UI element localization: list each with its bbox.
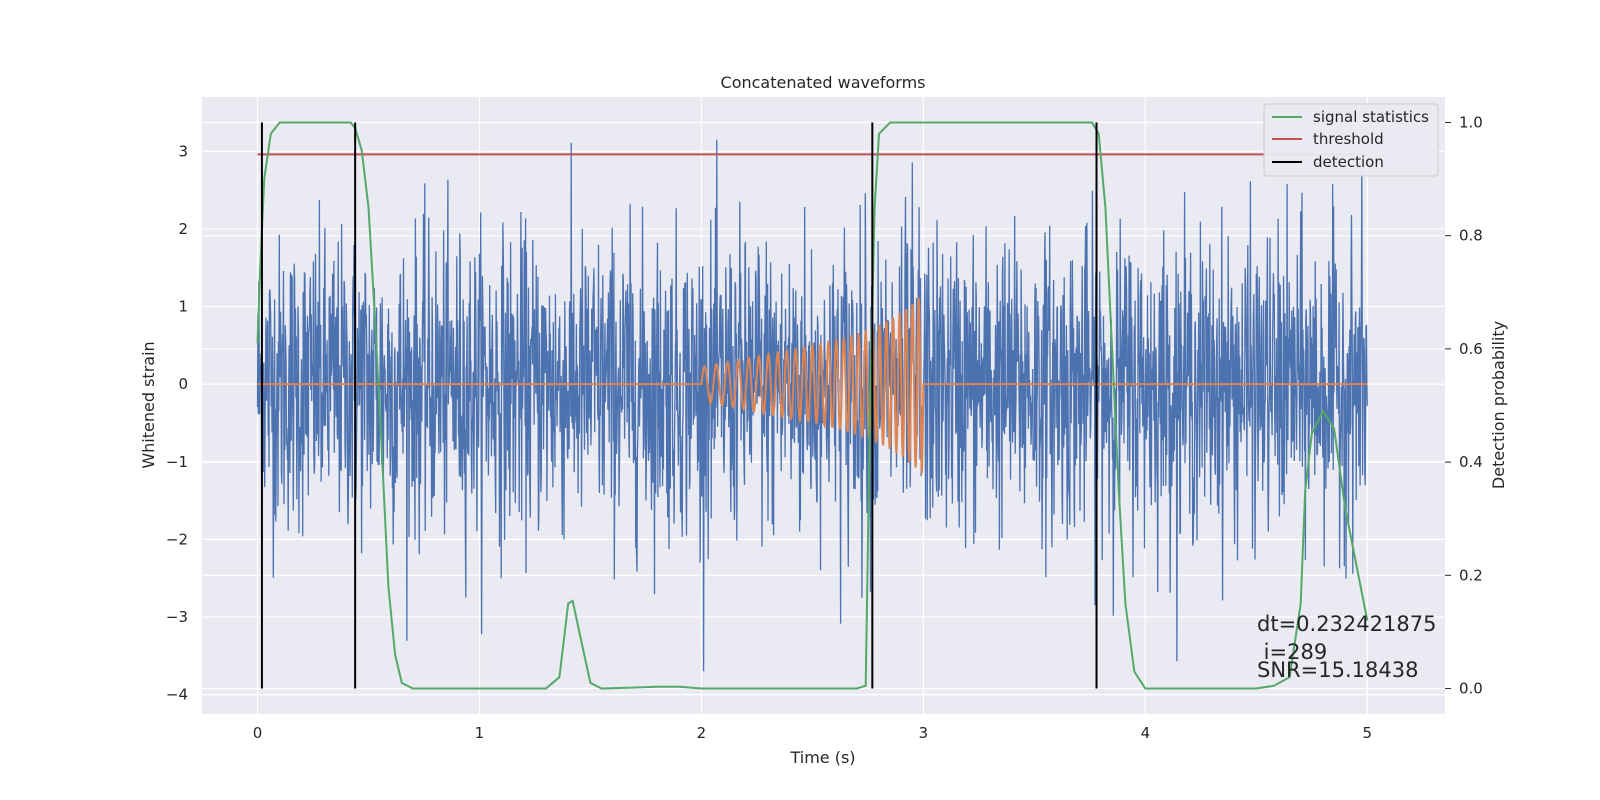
noise-trace [256, 139, 1368, 672]
y2-tick-label-5: 1.0 [1459, 113, 1483, 131]
x-tick-label-5: 5 [1363, 724, 1373, 742]
y2-tick-label-0: 0.0 [1459, 680, 1483, 698]
y2-tick-label-1: 0.2 [1459, 566, 1483, 584]
injected-waveform-line [257, 295, 1368, 474]
y-tick-label-4: 0 [178, 375, 188, 393]
chart-title: Concatenated waveforms [721, 73, 926, 92]
y-ticks: −4 −3 −2 −1 0 1 2 3 [166, 142, 188, 703]
y2-tick-label-4: 0.8 [1459, 227, 1483, 245]
y2-ticks: 0.0 0.2 0.4 0.6 0.8 1.0 [1445, 113, 1483, 698]
y2-axis-label: Detection probability [1489, 321, 1508, 489]
x-tick-label-3: 3 [919, 724, 929, 742]
series-layer [256, 121, 1369, 690]
annotation-snr: SNR=15.18438 [1257, 658, 1418, 682]
y2-tick-label-3: 0.6 [1459, 340, 1483, 358]
y-tick-label-6: 2 [178, 220, 188, 238]
legend-label-threshold: threshold [1313, 130, 1384, 148]
x-tick-label-0: 0 [253, 724, 263, 742]
y-tick-label-3: −1 [166, 453, 188, 471]
x-tick-label-4: 4 [1141, 724, 1151, 742]
y2-tick-label-2: 0.4 [1459, 453, 1483, 471]
x-ticks: 0 1 2 3 4 5 [253, 724, 1372, 742]
x-tick-label-1: 1 [475, 724, 485, 742]
signal-statistics-line [256, 121, 1369, 690]
x-tick-label-2: 2 [697, 724, 707, 742]
legend-label-signal-statistics: signal statistics [1313, 108, 1429, 126]
annotation-dt: dt=0.232421875 [1257, 612, 1436, 636]
y-tick-label-5: 1 [178, 298, 188, 316]
y-tick-label-7: 3 [178, 142, 188, 160]
y-tick-label-2: −2 [166, 530, 188, 548]
legend-label-detection: detection [1313, 153, 1384, 171]
y-tick-label-0: −4 [166, 686, 188, 704]
annotation-i: i=289 [1257, 640, 1327, 664]
legend-box [1263, 103, 1439, 177]
y-tick-label-1: −3 [166, 608, 188, 626]
legend: signal statistics threshold detection [1263, 103, 1439, 177]
x-axis-label: Time (s) [789, 748, 855, 767]
y-axis-label: Whitened strain [139, 341, 158, 468]
